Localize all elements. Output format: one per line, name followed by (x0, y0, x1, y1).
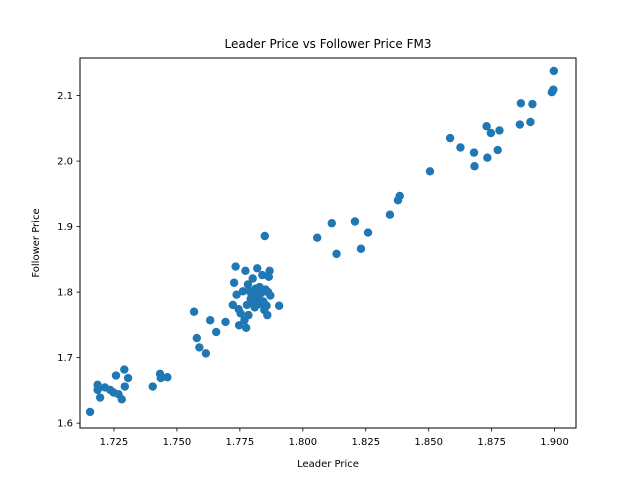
data-point (231, 262, 240, 271)
y-axis-label: Follower Price (31, 208, 42, 277)
data-point (234, 321, 244, 330)
x-tick-label: 1.725 (100, 437, 129, 448)
data-point (469, 148, 479, 157)
y-axis-ticks: 1.6 1.7 1.8 1.9 2.0 2.1 (57, 91, 80, 430)
x-tick-label: 1.825 (351, 437, 380, 448)
y-tick-label: 1.8 (57, 288, 73, 299)
data-point (265, 266, 274, 276)
y-tick-label: 1.9 (57, 222, 73, 233)
data-points (85, 66, 559, 417)
data-point (526, 117, 535, 127)
x-axis-label: Leader Price (297, 459, 359, 470)
plot-frame (79, 57, 577, 429)
data-point (262, 301, 271, 310)
y-tick-label: 2.1 (57, 91, 73, 102)
data-point (120, 365, 129, 374)
data-point (243, 280, 253, 289)
x-tick-label: 1.775 (226, 437, 255, 448)
data-point (205, 316, 215, 325)
data-point (456, 143, 465, 152)
data-point (260, 231, 269, 241)
data-point (549, 66, 559, 76)
data-point (163, 373, 172, 382)
data-point (482, 122, 491, 131)
data-point (493, 145, 502, 155)
data-point (483, 153, 492, 162)
data-point (242, 300, 252, 310)
data-point (238, 287, 248, 296)
data-point (253, 264, 262, 273)
data-point (244, 310, 253, 320)
data-point (85, 407, 95, 417)
data-point (189, 307, 199, 316)
data-point (395, 191, 404, 201)
x-tick-label: 1.875 (477, 437, 506, 448)
data-point (515, 120, 525, 129)
x-axis-ticks: 1.725 1.750 1.775 1.800 1.825 1.850 1.875 1.900 (100, 428, 569, 448)
data-point (192, 333, 202, 343)
data-point (516, 99, 526, 108)
data-point (232, 290, 241, 299)
data-point (425, 167, 435, 176)
x-tick-label: 1.850 (414, 437, 443, 448)
data-point (495, 126, 504, 135)
x-tick-label: 1.800 (289, 437, 318, 448)
data-point (241, 266, 250, 276)
data-point (263, 310, 272, 320)
data-point (445, 133, 455, 143)
data-point (221, 317, 230, 327)
data-point (350, 217, 360, 226)
data-point (228, 300, 238, 310)
data-point (266, 291, 275, 300)
data-point (123, 373, 133, 383)
chart-title: Leader Price vs Follower Price FM3 (225, 37, 432, 51)
data-point (236, 309, 245, 318)
data-point (201, 349, 211, 358)
data-point (120, 382, 130, 391)
data-point (195, 343, 204, 352)
data-point (117, 395, 126, 404)
data-point (363, 228, 373, 237)
data-point (332, 249, 341, 259)
data-point (229, 278, 239, 287)
data-point (528, 99, 537, 109)
y-tick-label: 1.6 (57, 419, 73, 430)
data-point (385, 210, 395, 219)
data-point (327, 219, 336, 228)
data-point (274, 301, 284, 310)
data-point (248, 274, 257, 283)
data-point (241, 323, 251, 333)
data-point (549, 85, 558, 94)
data-point (470, 162, 479, 171)
data-point (486, 128, 496, 138)
y-tick-label: 2.0 (57, 157, 73, 168)
data-point (93, 385, 102, 395)
data-point (312, 233, 322, 242)
data-point (111, 371, 121, 380)
data-point (95, 393, 105, 402)
data-point (148, 382, 157, 391)
data-point (156, 373, 166, 383)
data-point (356, 244, 366, 253)
data-point (258, 270, 267, 280)
data-point (212, 327, 221, 337)
y-tick-label: 1.7 (57, 353, 73, 364)
x-tick-label: 1.750 (163, 437, 192, 448)
x-tick-label: 1.900 (540, 437, 569, 448)
